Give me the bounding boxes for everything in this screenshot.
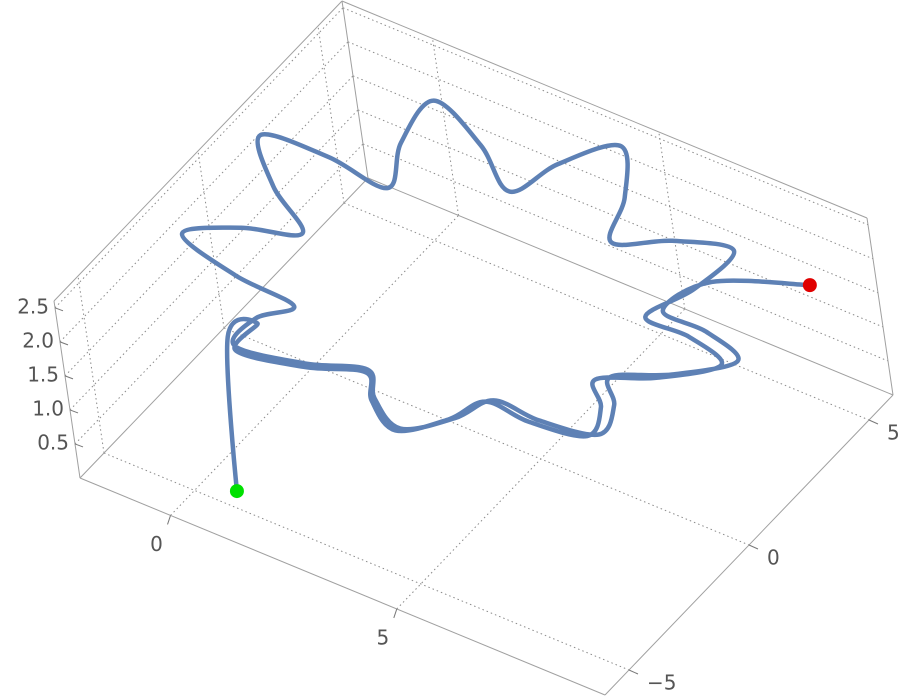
z-tick — [64, 375, 74, 380]
grid-line — [362, 143, 889, 362]
z-tick — [54, 307, 64, 312]
grid-line — [197, 150, 225, 329]
z-tick — [74, 443, 84, 448]
grid-line — [432, 38, 460, 216]
grid-line — [223, 327, 750, 546]
start-point — [229, 484, 244, 499]
x-tick — [167, 515, 171, 525]
y-tick-label: −5 — [647, 671, 676, 695]
box-edge — [79, 177, 369, 479]
z-tick-label: 0.5 — [37, 430, 69, 454]
grid-line — [357, 109, 884, 328]
grid-line — [77, 275, 105, 454]
y-tick — [868, 419, 879, 425]
z-tick-label: 1.0 — [32, 396, 64, 420]
x-tick-label: 0 — [150, 532, 163, 556]
box-edge — [866, 217, 894, 396]
box-edge — [367, 177, 894, 396]
box-edge — [341, 0, 868, 219]
z-tick — [69, 409, 79, 414]
grid-line — [352, 75, 879, 294]
z-tick-label: 2.5 — [17, 294, 49, 318]
box-edge — [53, 300, 81, 479]
grid-line — [342, 7, 869, 226]
y-tick — [628, 669, 639, 675]
y-tick-label: 0 — [767, 546, 780, 570]
end-point — [802, 278, 817, 293]
box-edge — [53, 0, 343, 302]
grid-line — [343, 202, 870, 421]
grid-line — [103, 452, 630, 671]
z-tick-label: 2.0 — [22, 328, 54, 352]
grid-line — [59, 41, 349, 343]
y-tick-label: 5 — [887, 421, 900, 445]
y-tick — [748, 544, 759, 550]
box-edge — [341, 0, 369, 179]
x-tick-label: 5 — [376, 625, 389, 649]
grid-line — [317, 25, 345, 204]
box-edge — [79, 477, 606, 696]
z-tick-label: 1.5 — [27, 362, 59, 386]
grid-line — [54, 7, 344, 309]
curve — [179, 98, 813, 494]
z-tick — [59, 341, 69, 346]
grid-line — [74, 143, 364, 445]
grid-line — [658, 131, 686, 310]
x-tick — [393, 608, 398, 619]
grid-line — [347, 41, 874, 260]
